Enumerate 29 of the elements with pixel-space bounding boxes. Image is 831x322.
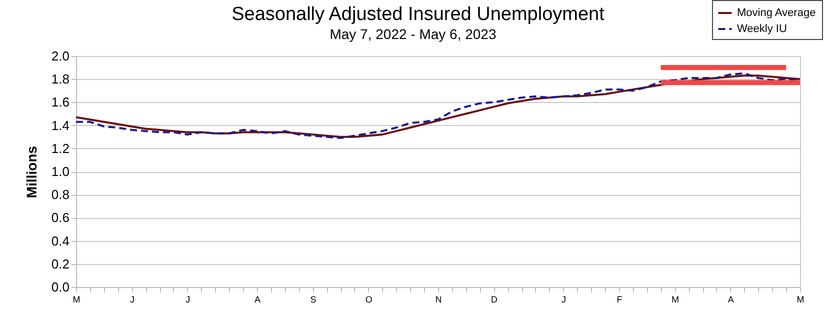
legend-label: Moving Average	[737, 7, 816, 19]
x-tick-label: M	[796, 294, 804, 304]
x-tick-label: M	[671, 294, 679, 304]
y-tick-label: 0.0	[51, 280, 70, 294]
x-tick-label: A	[254, 294, 261, 304]
y-tick-label: 1.8	[51, 72, 70, 87]
y-tick-label: 2.0	[51, 48, 70, 64]
y-tick-label: 0.4	[51, 233, 70, 248]
y-tick-label: 0.2	[51, 256, 70, 272]
y-axis-title: Millions	[23, 146, 40, 198]
y-tick-label: 1.0	[51, 164, 70, 179]
x-tick-label: F	[616, 294, 623, 304]
chart-subtitle: May 7, 2022 - May 6, 2023	[330, 26, 496, 42]
y-tick-label: 0.8	[51, 187, 70, 202]
y-tick-label: 1.4	[51, 118, 70, 133]
x-tick-label: A	[728, 294, 734, 304]
x-tick-label: M	[72, 294, 80, 304]
x-tick-label: J	[130, 294, 134, 304]
x-tick-label: D	[490, 294, 498, 304]
x-tick-label: O	[365, 294, 372, 304]
legend-label: Weekly IU	[737, 23, 787, 35]
y-tick-label: 1.2	[51, 140, 70, 156]
x-tick-label: N	[435, 294, 442, 304]
chart-title: Seasonally Adjusted Insured Unemployment	[232, 4, 604, 25]
x-tick-label: J	[562, 294, 566, 304]
y-tick-label: 0.6	[51, 210, 70, 226]
x-tick-label: J	[186, 294, 190, 304]
x-tick-label: S	[310, 294, 316, 304]
y-tick-label: 1.6	[51, 94, 70, 110]
